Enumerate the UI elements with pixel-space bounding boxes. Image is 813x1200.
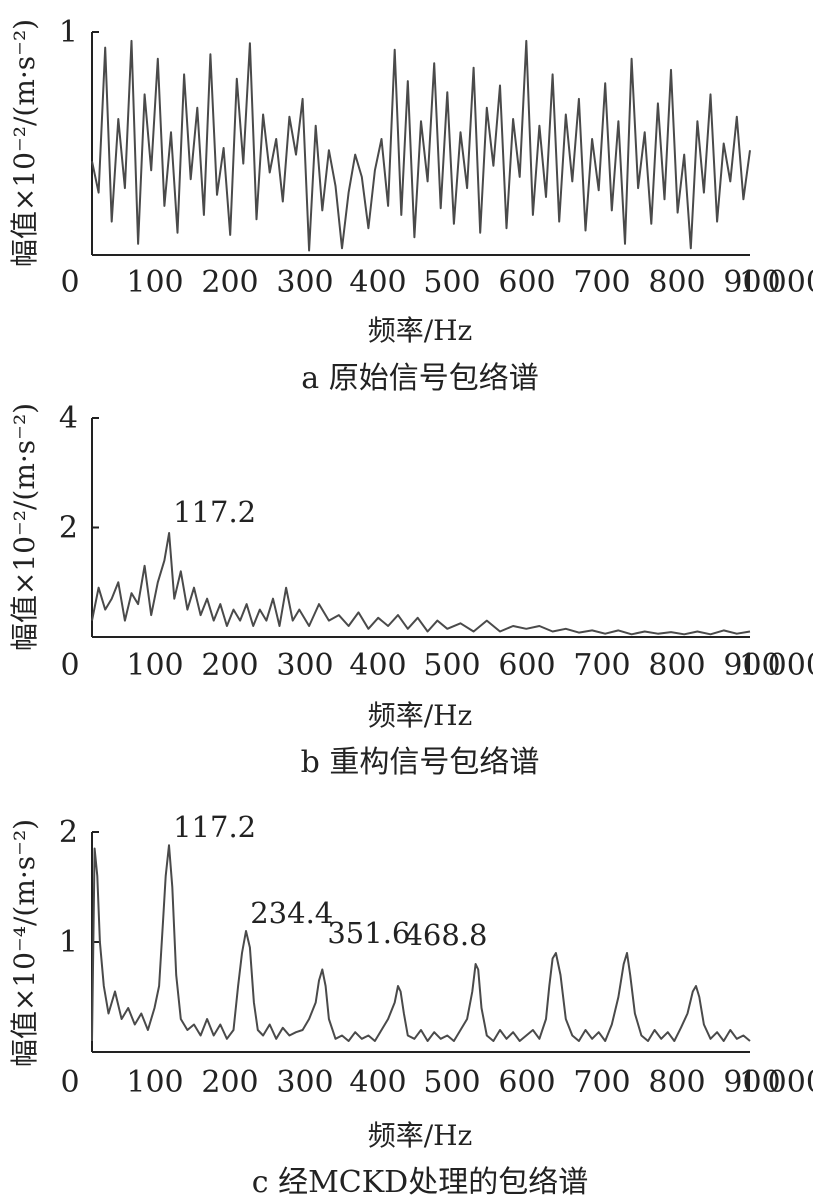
x-tick-label: 700 [573,648,630,683]
x-tick-label: 300 [276,265,333,300]
chart-caption: a 原始信号包络谱 [301,361,538,396]
x-tick-label: 0 [60,265,79,300]
x-axis-label: 频率/Hz [368,314,473,347]
x-axis-label: 频率/Hz [368,1119,473,1152]
x-tick-label: 200 [201,265,258,300]
y-axis-label: 幅值×10⁻²/(m·s⁻²) [8,19,41,267]
x-tick-label: 600 [498,1065,555,1100]
x-tick-label: 600 [498,265,555,300]
x-tick-label: 900 [723,648,780,683]
x-tick-label: 900 [723,1065,780,1100]
x-tick-label: 0 [60,1065,79,1100]
x-tick-label: 800 [648,648,705,683]
x-axis-label: 频率/Hz [368,699,473,732]
x-tick-label: 1 000 [739,648,813,683]
chart-caption: b 重构信号包络谱 [301,745,540,780]
y-tick-label: 1 [59,925,78,960]
x-tick-label: 600 [498,648,555,683]
peak-annotation: 351.6 [327,916,410,950]
x-tick-label: 900 [723,265,780,300]
x-tick-label: 400 [349,1065,406,1100]
series-line [91,532,751,636]
y-axis-label: 幅值×10⁻²/(m·s⁻²) [8,403,41,651]
x-tick-label: 1 000 [739,1065,813,1100]
x-tick-label: 100 [126,265,183,300]
x-tick-label: 300 [276,1065,333,1100]
peak-annotation: 234.4 [250,896,333,930]
x-tick-label: 500 [423,1065,480,1100]
x-tick-label: 500 [423,648,480,683]
y-tick-label: 1 [59,15,78,50]
x-tick-label: 400 [349,265,406,300]
x-tick-label: 700 [573,265,630,300]
y-axis-label: 幅值×10⁻⁴/(m·s⁻²) [8,819,41,1067]
y-tick-label: 2 [59,511,78,546]
x-tick-label: 800 [648,1065,705,1100]
x-tick-label: 200 [201,1065,258,1100]
x-tick-label: 500 [423,265,480,300]
x-tick-label: 0 [60,648,79,683]
chart-caption: c 经MCKD处理的包络谱 [252,1165,588,1200]
peak-annotation: 468.8 [404,918,487,952]
x-tick-label: 100 [126,648,183,683]
x-tick-label: 700 [573,1065,630,1100]
x-tick-label: 200 [201,648,258,683]
peak-annotation: 117.2 [173,810,256,844]
x-tick-label: 400 [349,648,406,683]
series-line [91,844,751,1042]
x-tick-label: 800 [648,265,705,300]
series-line [91,39,751,252]
peak-annotation: 117.2 [173,495,256,529]
y-tick-label: 4 [59,401,78,436]
x-tick-label: 300 [276,648,333,683]
y-tick-label: 2 [59,815,78,850]
x-tick-label: 1 000 [739,265,813,300]
x-tick-label: 100 [126,1065,183,1100]
